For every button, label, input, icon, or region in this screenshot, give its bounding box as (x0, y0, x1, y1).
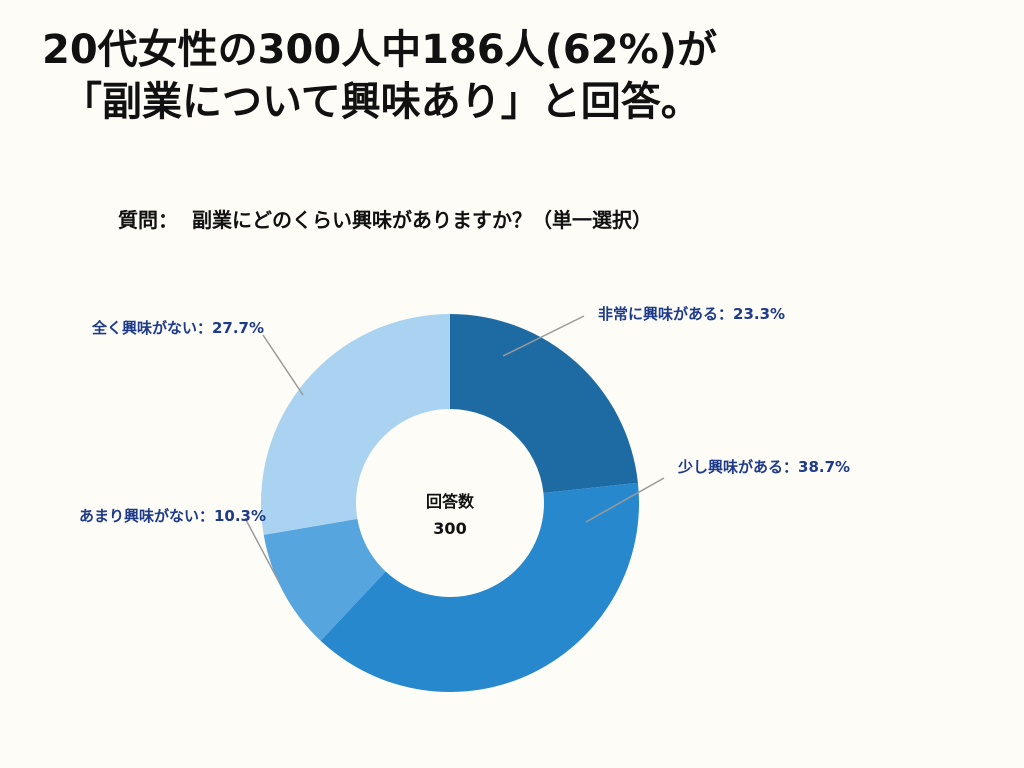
center-value: 300 (433, 519, 466, 538)
donut-slice (260, 313, 450, 535)
donut-slice (450, 314, 638, 493)
question-body: 副業にどのくらい興味がありますか？（単一選択） (192, 208, 652, 232)
donut-slice (263, 518, 386, 641)
headline-line-2: 「副業について興味あり」と回答。 (62, 79, 701, 125)
slice-label: 非常に興味がある：23.3% (598, 305, 785, 323)
donut-slice (320, 482, 639, 692)
question-text: 質問： 副業にどのくらい興味がありますか？（単一選択） (118, 204, 652, 233)
leader-line (585, 477, 665, 523)
center-label: 回答数 (426, 492, 475, 511)
headline: 20代女性の300人中186人(62%)が 「副業について興味あり」と回答。 (0, 24, 1024, 128)
slice-label: あまり興味がない：10.3% (79, 507, 266, 525)
leader-line (262, 334, 304, 396)
slice-labels: 非常に興味がある：23.3% 少し興味がある：38.7% あまり興味がない：10.3… (79, 305, 850, 525)
leader-lines (244, 315, 665, 583)
leader-line (502, 315, 585, 357)
slice-label: 全く興味がない：27.7% (91, 319, 264, 337)
leader-line (244, 517, 280, 583)
question-prefix: 質問： (118, 208, 178, 232)
donut-slices (260, 313, 639, 692)
slice-label: 少し興味がある：38.7% (677, 458, 850, 476)
headline-line-1: 20代女性の300人中186人(62%)が (42, 27, 717, 73)
